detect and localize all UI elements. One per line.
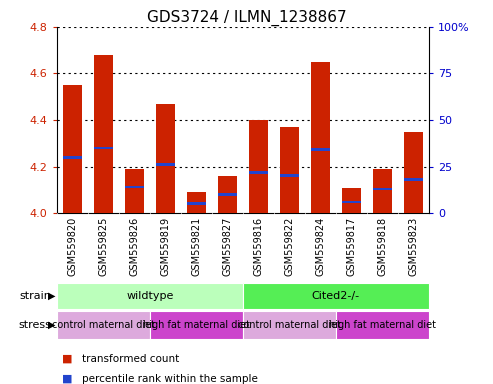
Bar <box>63 85 81 213</box>
Text: wildtype: wildtype <box>126 291 174 301</box>
Bar <box>311 148 330 151</box>
Text: control maternal diet: control maternal diet <box>238 320 341 330</box>
Bar <box>187 192 206 213</box>
Bar <box>94 55 112 213</box>
Bar <box>57 311 150 339</box>
Bar <box>373 169 391 213</box>
Bar <box>280 127 299 213</box>
Text: ▶: ▶ <box>48 291 56 301</box>
Text: GSM559818: GSM559818 <box>377 217 387 276</box>
Bar <box>218 176 237 213</box>
Bar <box>404 132 423 213</box>
Bar <box>249 171 268 174</box>
Bar <box>125 185 143 189</box>
Bar <box>404 178 423 181</box>
Bar <box>243 283 429 309</box>
Text: percentile rank within the sample: percentile rank within the sample <box>82 374 258 384</box>
Bar <box>280 174 299 177</box>
Bar <box>243 311 336 339</box>
Text: GSM559817: GSM559817 <box>347 217 356 276</box>
Text: ■: ■ <box>62 374 72 384</box>
Text: GSM559816: GSM559816 <box>253 217 263 276</box>
Text: Cited2-/-: Cited2-/- <box>312 291 360 301</box>
Bar <box>156 163 175 166</box>
Text: ▶: ▶ <box>48 320 56 330</box>
Text: strain: strain <box>20 291 52 301</box>
Text: GSM559821: GSM559821 <box>191 217 201 276</box>
Bar <box>125 169 143 213</box>
Bar <box>63 156 81 159</box>
Text: high fat maternal diet: high fat maternal diet <box>143 320 250 330</box>
Text: GSM559823: GSM559823 <box>408 217 419 276</box>
Bar <box>57 283 243 309</box>
Bar <box>336 311 429 339</box>
Bar <box>311 62 330 213</box>
Text: stress: stress <box>19 320 52 330</box>
Bar <box>156 104 175 213</box>
Text: GSM559825: GSM559825 <box>98 217 108 276</box>
Bar <box>150 311 243 339</box>
Text: GSM559824: GSM559824 <box>316 217 325 276</box>
Bar <box>249 120 268 213</box>
Bar <box>94 147 112 149</box>
Bar <box>342 187 361 213</box>
Bar <box>218 193 237 196</box>
Bar <box>373 187 391 190</box>
Bar <box>342 200 361 204</box>
Text: GSM559819: GSM559819 <box>160 217 170 276</box>
Text: GSM559820: GSM559820 <box>67 217 77 276</box>
Bar <box>187 202 206 205</box>
Text: transformed count: transformed count <box>82 354 179 364</box>
Text: control maternal diet: control maternal diet <box>52 320 155 330</box>
Text: GDS3724 / ILMN_1238867: GDS3724 / ILMN_1238867 <box>147 10 346 26</box>
Text: GSM559822: GSM559822 <box>284 217 294 276</box>
Text: ■: ■ <box>62 354 72 364</box>
Text: GSM559826: GSM559826 <box>129 217 139 276</box>
Text: GSM559827: GSM559827 <box>222 217 232 276</box>
Text: high fat maternal diet: high fat maternal diet <box>329 320 436 330</box>
